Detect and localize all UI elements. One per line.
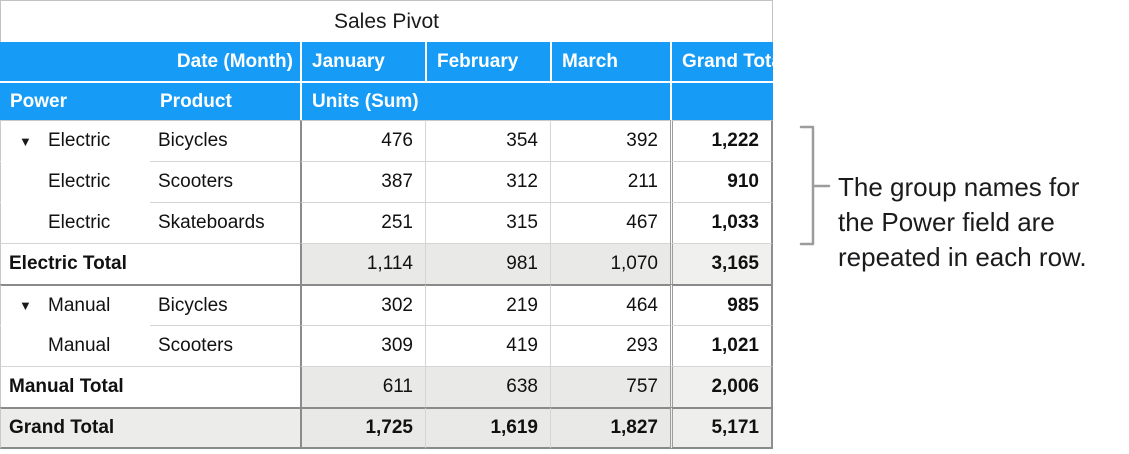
annotation-text: The group names for the Power field are … — [838, 170, 1087, 275]
cell-group-total-label[interactable]: Electric Total — [0, 243, 300, 284]
table-row-electric-scooters: Electric Scooters 387 312 211 910 — [0, 161, 773, 202]
cell-power-text: Manual — [48, 335, 111, 356]
cell-product[interactable]: Bicycles — [150, 284, 300, 325]
cell-power-text: Electric — [48, 130, 111, 151]
cell-january-value[interactable]: 611 — [300, 366, 425, 407]
cell-january-value[interactable]: 476 — [300, 120, 425, 161]
header-cell-january[interactable]: January — [300, 42, 425, 81]
header-cell-march[interactable]: March — [550, 42, 670, 81]
cell-power-text: Electric — [48, 212, 111, 233]
cell-power-text: Manual — [48, 294, 111, 316]
header-cell-product[interactable]: Product — [160, 90, 232, 112]
table-title[interactable]: Sales Pivot — [0, 0, 773, 42]
cell-product[interactable]: Bicycles — [150, 120, 300, 161]
cell-power[interactable]: Electric — [0, 202, 150, 243]
cell-january-value[interactable]: 309 — [300, 325, 425, 366]
cell-march-value[interactable]: 392 — [550, 120, 670, 161]
cell-february-value[interactable]: 638 — [425, 366, 550, 407]
cell-march-value[interactable]: 467 — [550, 202, 670, 243]
header-cell-grand-total-empty[interactable] — [670, 83, 773, 120]
cell-march-value[interactable]: 211 — [550, 161, 670, 202]
cell-power[interactable]: ▼ Electric — [0, 120, 150, 161]
annotation-line: the Power field are — [838, 207, 1055, 237]
cell-february-value[interactable]: 219 — [425, 284, 550, 325]
table-row-grand-total: Grand Total 1,725 1,619 1,827 5,171 — [0, 407, 773, 449]
table-row-electric-bicycles: ▼ Electric Bicycles 476 354 392 1,222 — [0, 120, 773, 161]
header-cell-february[interactable]: February — [425, 42, 550, 81]
cell-march-value[interactable]: 464 — [550, 284, 670, 325]
callout-bracket — [799, 125, 831, 246]
header-cell-date-month[interactable]: Date (Month) — [176, 50, 293, 72]
cell-product[interactable]: Scooters — [150, 161, 300, 202]
cell-january-value[interactable]: 1,725 — [300, 407, 425, 449]
cell-january-value[interactable]: 302 — [300, 284, 425, 325]
cell-january-value[interactable]: 387 — [300, 161, 425, 202]
cell-product[interactable]: Scooters — [150, 325, 300, 366]
cell-grand-total-value[interactable]: 910 — [670, 161, 773, 202]
pivot-table: Sales Pivot Date (Month) January Februar… — [0, 0, 773, 449]
table-row-electric-total: Electric Total 1,114 981 1,070 3,165 — [0, 243, 773, 284]
disclosure-triangle-icon[interactable]: ▼ — [19, 133, 32, 149]
cell-power-text: Electric — [48, 171, 111, 192]
cell-grand-total-value[interactable]: 5,171 — [670, 407, 773, 449]
header-cell-power[interactable]: Power — [10, 90, 68, 112]
cell-grand-total-value[interactable]: 1,033 — [670, 202, 773, 243]
header-row-fields: Power Product Units (Sum) — [0, 83, 773, 120]
annotation-line: The group names for — [838, 172, 1080, 202]
cell-february-value[interactable]: 354 — [425, 120, 550, 161]
cell-march-value[interactable]: 1,827 — [550, 407, 670, 449]
cell-february-value[interactable]: 315 — [425, 202, 550, 243]
cell-power[interactable]: ▼ Manual — [0, 284, 150, 325]
cell-power[interactable]: Electric — [0, 161, 150, 202]
table-row-electric-skateboards: Electric Skateboards 251 315 467 1,033 — [0, 202, 773, 243]
cell-grand-total-label[interactable]: Grand Total — [0, 407, 300, 449]
table-row-manual-total: Manual Total 611 638 757 2,006 — [0, 366, 773, 407]
cell-grand-total-value[interactable]: 2,006 — [670, 366, 773, 407]
cell-grand-total-value[interactable]: 985 — [670, 284, 773, 325]
table-row-manual-bicycles: ▼ Manual Bicycles 302 219 464 985 — [0, 284, 773, 325]
disclosure-triangle-icon[interactable]: ▼ — [19, 298, 32, 313]
cell-grand-total-value[interactable]: 1,222 — [670, 120, 773, 161]
annotation-line: repeated in each row. — [838, 242, 1087, 272]
table-title-text: Sales Pivot — [333, 9, 440, 33]
cell-product[interactable]: Skateboards — [150, 202, 300, 243]
cell-february-value[interactable]: 1,619 — [425, 407, 550, 449]
cell-power[interactable]: Manual — [0, 325, 150, 366]
cell-march-value[interactable]: 293 — [550, 325, 670, 366]
cell-february-value[interactable]: 981 — [425, 243, 550, 284]
cell-group-total-label[interactable]: Manual Total — [0, 366, 300, 407]
cell-march-value[interactable]: 757 — [550, 366, 670, 407]
cell-january-value[interactable]: 251 — [300, 202, 425, 243]
cell-grand-total-value[interactable]: 3,165 — [670, 243, 773, 284]
table-row-manual-scooters: Manual Scooters 309 419 293 1,021 — [0, 325, 773, 366]
header-cell-units-sum[interactable]: Units (Sum) — [300, 83, 670, 120]
header-cell-grand-total[interactable]: Grand Total — [670, 42, 773, 81]
cell-grand-total-value[interactable]: 1,021 — [670, 325, 773, 366]
cell-february-value[interactable]: 312 — [425, 161, 550, 202]
header-row-months: Date (Month) January February March Gran… — [0, 42, 773, 83]
cell-january-value[interactable]: 1,114 — [300, 243, 425, 284]
cell-march-value[interactable]: 1,070 — [550, 243, 670, 284]
cell-february-value[interactable]: 419 — [425, 325, 550, 366]
